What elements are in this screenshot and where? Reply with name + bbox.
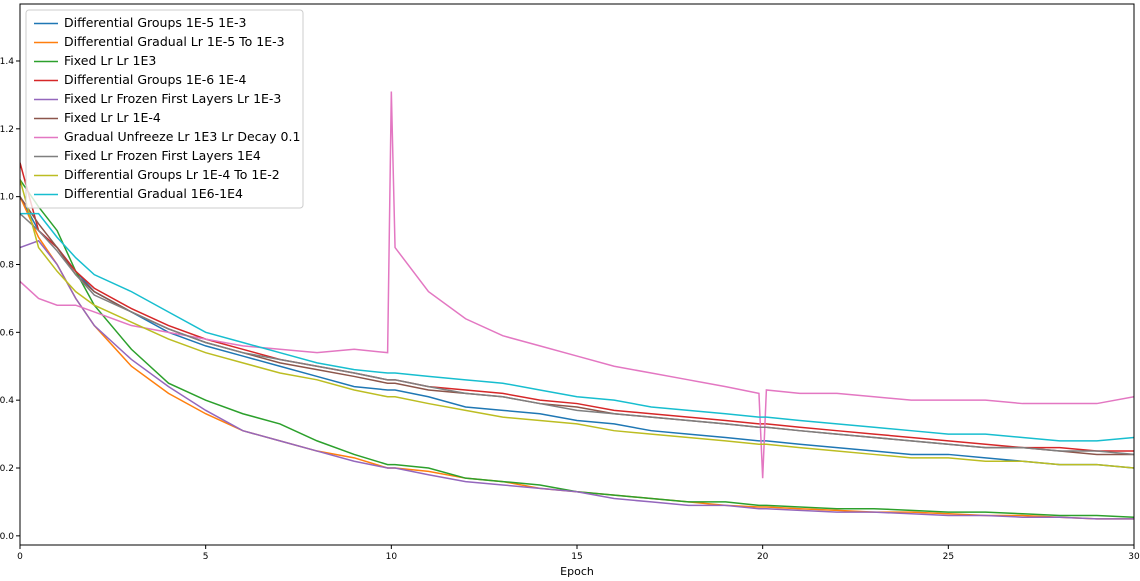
legend-label: Gradual Unfreeze Lr 1E3 Lr Decay 0.1 bbox=[64, 129, 300, 144]
y-tick-label: 1.0 bbox=[0, 193, 14, 203]
y-tick-label: 1.4 bbox=[0, 57, 14, 67]
legend-label: Fixed Lr Lr 1E3 bbox=[64, 53, 156, 68]
y-tick-label: 0.0 bbox=[0, 532, 14, 542]
series-line bbox=[20, 196, 1134, 456]
series-line bbox=[20, 212, 1134, 442]
legend-label: Differential Gradual 1E6-1E4 bbox=[64, 186, 243, 201]
legend-label: Differential Groups Lr 1E-4 To 1E-2 bbox=[64, 167, 280, 182]
series-line bbox=[20, 91, 1134, 479]
y-tick-label: 0.6 bbox=[0, 328, 14, 338]
y-tick-label: 0.4 bbox=[0, 396, 14, 406]
legend-label: Differential Groups 1E-5 1E-3 bbox=[64, 15, 247, 30]
series-line bbox=[20, 179, 1134, 469]
series-line bbox=[20, 239, 1134, 520]
series-line bbox=[20, 196, 1134, 520]
plot-frame bbox=[19, 3, 1135, 546]
series-line bbox=[20, 162, 1134, 452]
legend-label: Fixed Lr Frozen First Layers Lr 1E-3 bbox=[64, 91, 281, 106]
legend-label: Differential Groups 1E-6 1E-4 bbox=[64, 72, 247, 87]
y-tick-label: 1.2 bbox=[0, 125, 14, 135]
series-line bbox=[20, 213, 1134, 456]
x-tick-label: 10 bbox=[386, 552, 398, 562]
x-tick-label: 30 bbox=[1128, 552, 1140, 562]
legend-label: Fixed Lr Frozen First Layers 1E4 bbox=[64, 148, 261, 163]
x-tick-label: 25 bbox=[943, 552, 954, 562]
legend-label: Differential Gradual Lr 1E-5 To 1E-3 bbox=[64, 34, 285, 49]
y-tick-label: 0.2 bbox=[0, 464, 14, 474]
legend: Differential Groups 1E-5 1E-3 Differentia… bbox=[25, 9, 304, 209]
legend-label: Fixed Lr Lr 1E-4 bbox=[64, 110, 161, 125]
y-tick-label: 0.8 bbox=[0, 260, 14, 270]
series-line bbox=[20, 179, 1134, 518]
x-axis-label: Epoch bbox=[560, 565, 594, 577]
legend-box bbox=[25, 9, 304, 209]
x-tick-label: 15 bbox=[571, 552, 582, 562]
x-tick-label: 5 bbox=[203, 552, 209, 562]
x-tick-label: 0 bbox=[17, 552, 23, 562]
x-tick-label: 20 bbox=[757, 552, 769, 562]
